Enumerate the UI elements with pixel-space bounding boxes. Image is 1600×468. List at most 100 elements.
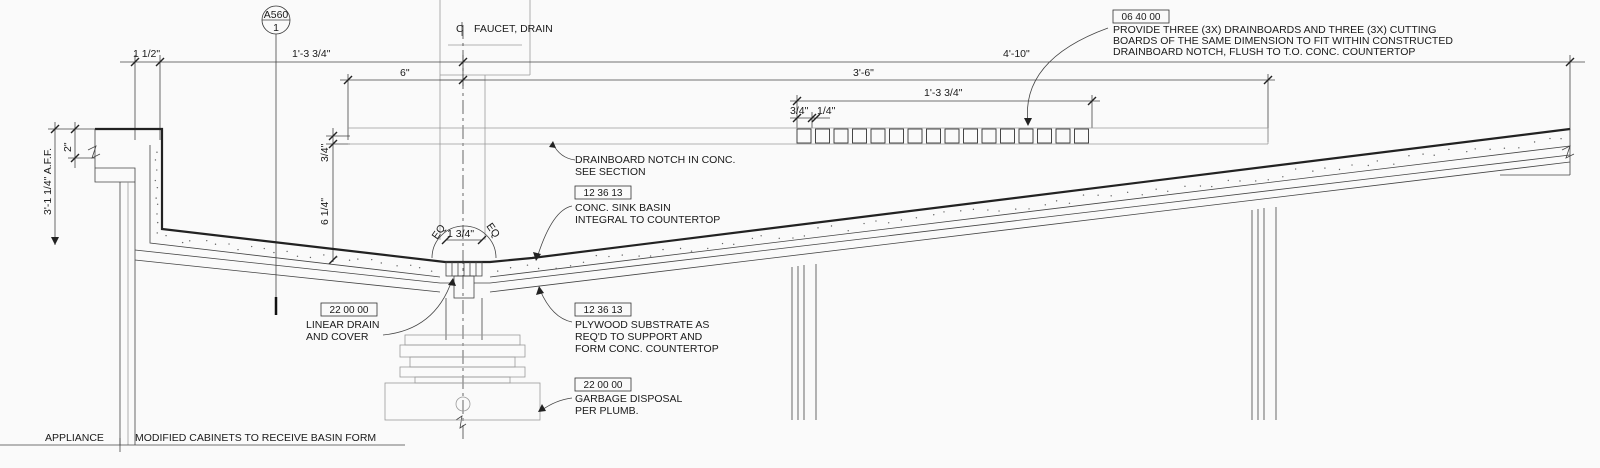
aggregate-dot bbox=[733, 243, 735, 246]
aggregate-dot bbox=[410, 264, 412, 266]
dimension-string-top bbox=[120, 55, 1585, 140]
aggregate-dot bbox=[679, 247, 682, 250]
aggregate-dot bbox=[1141, 194, 1143, 196]
dim-4-10: 4'-10" bbox=[1003, 48, 1030, 60]
aggregate-dot bbox=[1255, 180, 1257, 182]
aggregate-dot bbox=[1015, 208, 1017, 210]
dim-3-4-board: 3/4" bbox=[790, 105, 809, 117]
aggregate-dot bbox=[1110, 195, 1112, 197]
drainboard-slat bbox=[907, 128, 923, 144]
aggregate-dot bbox=[309, 256, 312, 259]
note-disposal-line-1: GARBAGE DISPOSAL bbox=[575, 393, 683, 405]
aggregate-dot bbox=[1367, 164, 1369, 167]
note-disposal-line-2: PER PLUMB. bbox=[575, 405, 639, 417]
aggregate-dot bbox=[286, 250, 288, 253]
aggregate-dot bbox=[1433, 154, 1435, 156]
aggregate-dot bbox=[1055, 200, 1058, 202]
aggregate-dot bbox=[348, 259, 351, 261]
dim-1-3-4-inner: 1'-3 3/4" bbox=[924, 87, 963, 99]
aggregate-dot bbox=[1267, 179, 1269, 181]
linear-drain bbox=[440, 261, 490, 340]
aggregate-dot bbox=[509, 267, 512, 269]
aggregate-dot bbox=[396, 265, 398, 267]
aggregate-dot bbox=[1489, 148, 1491, 151]
aggregate-dot bbox=[792, 237, 794, 239]
aggregate-dot bbox=[156, 151, 158, 153]
aggregate-dot bbox=[1028, 208, 1030, 210]
aggregate-dot bbox=[1239, 180, 1241, 182]
dim-3-4-notch: 3/4" bbox=[319, 143, 331, 162]
aggregate-dot bbox=[526, 264, 529, 266]
aggregate-dot bbox=[155, 197, 157, 199]
centerline-label: FAUCET, DRAIN bbox=[474, 23, 553, 35]
cabinet-supports bbox=[791, 207, 1277, 420]
aggregate-dot bbox=[189, 240, 191, 242]
dim-3-1-1-4: 3'-1 1/4" A.F.F. bbox=[42, 148, 54, 215]
drainboard-slat bbox=[944, 128, 960, 144]
note-basin: 12 36 13 CONC. SINK BASIN INTEGRAL TO CO… bbox=[533, 185, 720, 261]
note-plywood-line-1: PLYWOOD SUBSTRATE AS bbox=[575, 319, 709, 331]
note-drainboards-line-2: BOARDS OF THE SAME DIMENSION TO FIT WITH… bbox=[1113, 35, 1453, 47]
dimension-string-boards bbox=[790, 95, 1100, 128]
aggregate-dot bbox=[1184, 185, 1186, 188]
dimension-string-middle bbox=[340, 74, 1275, 142]
aggregate-dot bbox=[156, 203, 159, 206]
aggregate-dot bbox=[537, 267, 540, 270]
aggregate-dot bbox=[1155, 188, 1157, 190]
note-drainboards: 06 40 00 PROVIDE THREE (3X) DRAINBOARDS … bbox=[1024, 9, 1453, 126]
aggregate-dot bbox=[206, 239, 208, 242]
note-notch-line-1: DRAINBOARD NOTCH IN CONC. bbox=[575, 154, 735, 166]
aggregate-dot bbox=[156, 232, 158, 234]
appliance-label: APPLIANCE bbox=[45, 432, 104, 444]
aggregate-dot bbox=[1533, 141, 1536, 143]
dim-1-1-2: 1 1/2" bbox=[133, 48, 160, 60]
aggregate-dot bbox=[156, 213, 158, 215]
aggregate-dot bbox=[690, 250, 693, 252]
aggregate-dot bbox=[555, 267, 557, 270]
aggregate-dot bbox=[1167, 190, 1169, 192]
note-disposal-tag: 22 00 00 bbox=[584, 380, 623, 391]
drainboard-notch bbox=[348, 127, 1269, 145]
note-disposal: 22 00 00 GARBAGE DISPOSAL PER PLUMB. bbox=[538, 377, 683, 417]
aggregate-dot bbox=[357, 258, 359, 260]
dim-6-1-4: 6 1/4" bbox=[319, 198, 331, 225]
dimension-vertical-notch bbox=[326, 128, 350, 265]
dim-1-3-4-drain: 1 3/4" bbox=[447, 228, 474, 240]
aggregate-dot bbox=[1474, 148, 1476, 150]
drainboard-slat bbox=[815, 128, 830, 144]
aggregate-dot bbox=[847, 230, 849, 232]
aggregate-dot bbox=[943, 211, 945, 213]
aggregate-dot bbox=[595, 254, 598, 257]
dim-3-6: 3'-6" bbox=[853, 67, 874, 79]
aggregate-dot bbox=[214, 243, 217, 245]
aggregate-dot bbox=[1282, 176, 1284, 178]
eq-right-label: EQ bbox=[484, 221, 503, 240]
aggregate-dot bbox=[649, 255, 652, 257]
note-plywood-line-3: FORM CONC. COUNTERTOP bbox=[575, 343, 719, 355]
aggregate-dot bbox=[1338, 168, 1341, 171]
drainboard-slats bbox=[796, 128, 1089, 144]
dim-1-3-4-top: 1'-3 3/4" bbox=[292, 48, 331, 60]
aggregate-dot bbox=[371, 258, 373, 261]
centerline-symbol: C bbox=[456, 22, 464, 36]
dim-1-4-board: 1/4" bbox=[817, 105, 836, 117]
aggregate-dot bbox=[1227, 179, 1230, 182]
note-plywood-line-2: REQ'D TO SUPPORT AND bbox=[575, 331, 703, 343]
aggregate-dot bbox=[1518, 147, 1520, 149]
note-drain-tag: 22 00 00 bbox=[330, 305, 369, 316]
drainboard-slat bbox=[852, 128, 867, 144]
aggregate-dot bbox=[972, 208, 975, 211]
aggregate-dot bbox=[887, 222, 890, 224]
aggregate-dot bbox=[418, 267, 421, 269]
aggregate-dot bbox=[998, 210, 1000, 212]
eq-arc bbox=[431, 225, 497, 259]
aggregate-dot bbox=[987, 209, 989, 211]
drainboard-slat bbox=[1037, 128, 1052, 144]
aggregate-dot bbox=[497, 270, 499, 272]
aggregate-dot bbox=[721, 242, 724, 245]
aggregate-dot bbox=[263, 247, 265, 250]
note-basin-line-2: INTEGRAL TO COUNTERTOP bbox=[575, 214, 720, 226]
drainboard-slat bbox=[981, 128, 997, 144]
dimension-vertical-left bbox=[48, 122, 135, 245]
aggregate-dot bbox=[380, 262, 382, 264]
